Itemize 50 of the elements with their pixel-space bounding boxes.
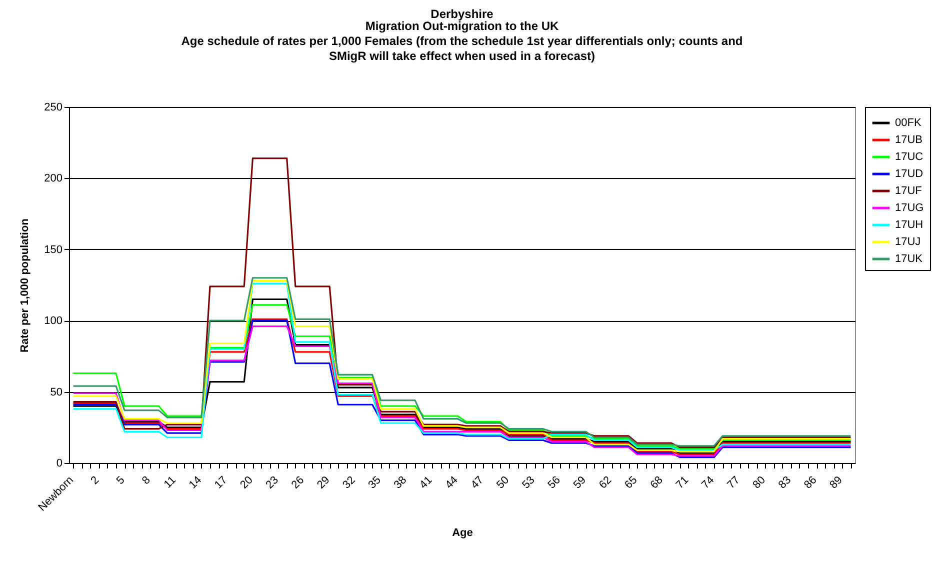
x-tick-label: 44 xyxy=(443,474,460,492)
legend-label: 17UC xyxy=(895,151,924,163)
x-tick-label: 35 xyxy=(366,474,384,492)
y-tick-label: 200 xyxy=(44,172,62,185)
x-tick-label: 62 xyxy=(596,474,614,492)
x-tick-label: 47 xyxy=(468,474,486,492)
line-series xyxy=(72,157,852,448)
x-tick-label: 71 xyxy=(674,474,692,492)
x-tick-label: 17 xyxy=(212,474,230,492)
legend-label: 17UG xyxy=(895,202,924,214)
legend-label: 17UB xyxy=(895,134,923,146)
y-axis-title: Rate per 1,000 population xyxy=(19,218,32,352)
chart-title: Derbyshire xyxy=(430,7,494,21)
legend-label: 17UH xyxy=(895,219,924,231)
x-tick-label: 80 xyxy=(750,474,768,492)
legend-label: 17UJ xyxy=(895,236,921,248)
x-tick-label: 53 xyxy=(520,474,538,492)
x-tick-label: 68 xyxy=(648,474,666,492)
x-tick-label: 83 xyxy=(776,474,794,492)
x-tick-label: 5 xyxy=(114,474,128,487)
chart-subtitle: Migration Out-migration to the UK Age schedule of rates per 1,000 Females (from the schedule 1st year differentials only; counts and SMigR will take effect when used in a forecast) xyxy=(181,19,743,63)
x-tick-label: 59 xyxy=(571,474,588,492)
x-tick-label: 56 xyxy=(546,474,563,492)
x-tick-label: 23 xyxy=(264,474,281,492)
x-tick-label: 65 xyxy=(622,474,640,492)
y-tick-label: 50 xyxy=(50,386,62,398)
legend-label: 17UK xyxy=(895,253,924,265)
x-tick-label: 86 xyxy=(802,474,820,492)
legend-label: 17UF xyxy=(895,185,922,197)
x-tick-label: 50 xyxy=(494,474,512,492)
x-tick-label: 14 xyxy=(186,474,204,492)
y-tick-label: 150 xyxy=(44,244,62,256)
x-tick-label: 77 xyxy=(725,474,742,492)
y-tick-label: 250 xyxy=(44,102,62,114)
x-tick-label: 20 xyxy=(238,474,256,492)
legend-label: 17UD xyxy=(895,168,924,180)
x-tick-label: 89 xyxy=(828,474,845,492)
y-tick-label: 100 xyxy=(44,315,62,328)
x-tick-label: 11 xyxy=(162,474,178,491)
x-axis-title: Age xyxy=(452,527,473,540)
legend-label: 00FK xyxy=(895,117,922,129)
x-tick-label: 26 xyxy=(289,474,307,492)
x-tick-label: 29 xyxy=(315,474,332,492)
y-tick-label: 0 xyxy=(56,458,62,470)
x-tick-label: 8 xyxy=(140,474,153,487)
x-tick-label: 32 xyxy=(340,474,358,492)
x-tick-label: 74 xyxy=(700,474,717,492)
x-tick-label: 2 xyxy=(88,474,102,487)
x-tick-label: 38 xyxy=(392,474,410,492)
x-tick-label: 41 xyxy=(418,474,435,492)
